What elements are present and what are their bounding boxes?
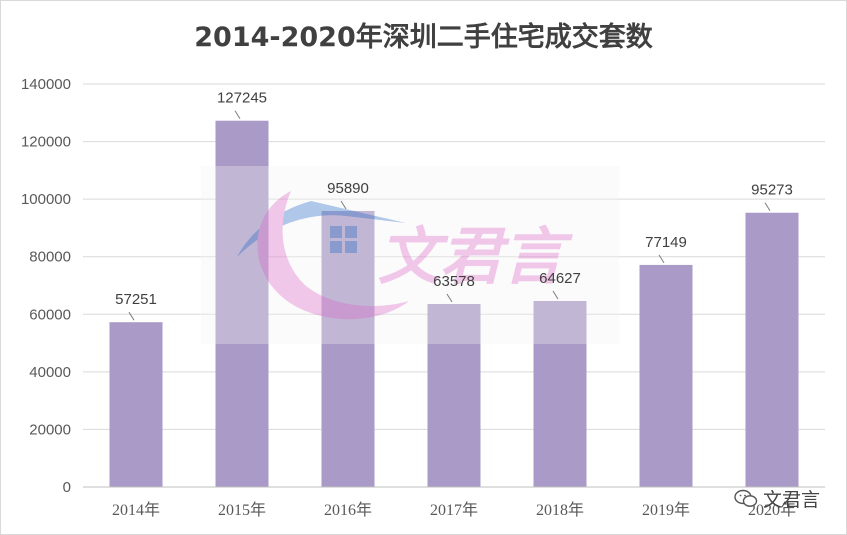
data-labels: 57251 127245 95890 63578 64627 77149 95273 — [115, 90, 793, 321]
data-label: 95890 — [327, 180, 369, 197]
y-tick-label: 120000 — [21, 134, 71, 151]
data-label-leader — [658, 254, 665, 264]
data-label-leader — [552, 290, 559, 300]
watermark-logo: 文君言 — [201, 166, 619, 344]
x-tick-label: 2014年 — [112, 501, 160, 519]
source-mark: 文君言 — [734, 485, 820, 512]
y-tick-label: 100000 — [21, 191, 71, 208]
chart-title: 2014-2020年深圳二手住宅成交套数 — [194, 22, 653, 53]
data-label: 77149 — [645, 234, 687, 251]
bar — [745, 212, 799, 487]
data-label: 64627 — [539, 270, 581, 287]
bars — [109, 120, 799, 487]
bar — [639, 264, 693, 487]
bar — [215, 120, 269, 487]
y-tick-label: 80000 — [29, 249, 71, 266]
y-axis: 0 20000 40000 60000 80000 100000 120000 140000 — [21, 76, 71, 496]
x-tick-label: 2017年 — [430, 501, 478, 519]
x-tick-label: 2018年 — [536, 501, 584, 519]
y-tick-label: 40000 — [29, 364, 71, 381]
data-label-leader — [446, 293, 453, 303]
y-tick-label: 20000 — [29, 421, 71, 438]
wechat-icon — [734, 489, 758, 507]
data-label-leader — [234, 110, 241, 119]
x-tick-label: 2016年 — [324, 501, 372, 519]
source-label: 文君言 — [762, 489, 820, 511]
bar — [533, 300, 587, 487]
data-label-leader — [764, 202, 771, 212]
bar — [427, 303, 481, 487]
data-label: 57251 — [115, 291, 157, 308]
x-tick-label: 2019年 — [642, 501, 690, 519]
x-axis: 2014年 2015年 2016年 2017年 2018年 2019年 2020年 — [83, 486, 825, 519]
data-label: 127245 — [217, 90, 267, 107]
data-label-leader — [128, 311, 135, 321]
data-label: 63578 — [433, 273, 475, 290]
data-label: 95273 — [751, 182, 793, 199]
bar — [109, 322, 163, 487]
watermark-text: 文君言 — [378, 220, 573, 293]
x-tick-label: 2015年 — [218, 501, 266, 519]
y-tick-label: 60000 — [29, 306, 71, 323]
data-label-leader — [340, 200, 347, 210]
x-tick-label: 2020年 — [748, 501, 796, 519]
y-tick-label: 140000 — [21, 76, 71, 93]
bar — [321, 210, 375, 487]
y-tick-label: 0 — [63, 479, 71, 496]
